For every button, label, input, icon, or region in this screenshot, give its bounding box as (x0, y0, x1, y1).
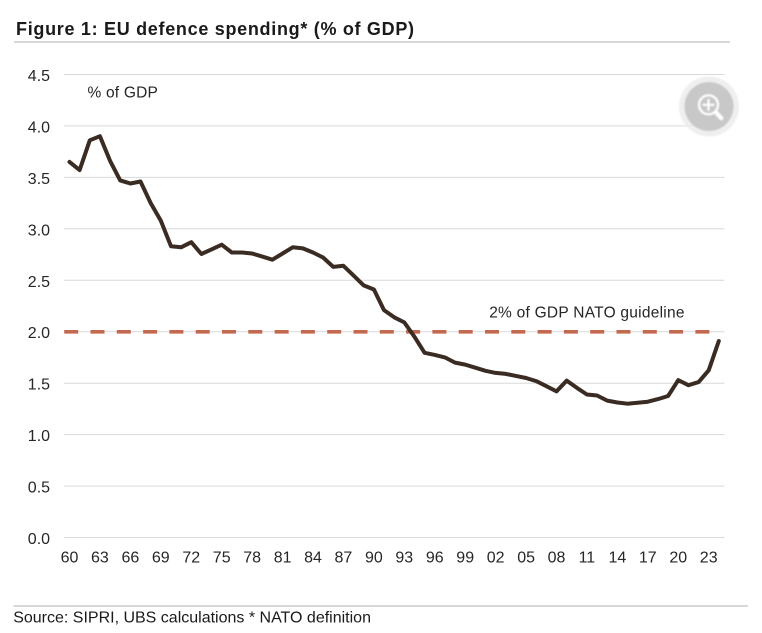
svg-text:0.0: 0.0 (28, 531, 50, 548)
svg-text:78: 78 (243, 550, 261, 567)
svg-text:% of GDP: % of GDP (88, 85, 159, 102)
svg-text:20: 20 (669, 550, 687, 567)
svg-text:4.5: 4.5 (28, 68, 50, 85)
svg-text:75: 75 (213, 550, 231, 567)
svg-text:90: 90 (365, 550, 383, 567)
svg-text:2.0: 2.0 (28, 325, 50, 342)
svg-text:1.0: 1.0 (28, 428, 50, 445)
svg-text:08: 08 (548, 550, 566, 567)
svg-text:11: 11 (579, 550, 596, 567)
svg-text:05: 05 (517, 550, 535, 567)
svg-text:93: 93 (395, 550, 413, 567)
svg-text:23: 23 (700, 550, 718, 567)
svg-text:60: 60 (61, 550, 79, 567)
svg-text:87: 87 (335, 550, 353, 567)
svg-text:66: 66 (122, 550, 140, 567)
svg-text:2% of GDP NATO guideline: 2% of GDP NATO guideline (489, 304, 685, 321)
svg-text:0.5: 0.5 (28, 480, 50, 497)
svg-text:17: 17 (639, 550, 657, 567)
svg-text:Figure 1: EU defence spending*: Figure 1: EU defence spending* (% of GDP… (16, 19, 415, 39)
svg-text:Source: SIPRI, UBS calculation: Source: SIPRI, UBS calculations * NATO d… (13, 610, 371, 627)
svg-text:63: 63 (91, 550, 109, 567)
svg-text:14: 14 (609, 550, 627, 567)
svg-text:3.0: 3.0 (28, 222, 50, 239)
svg-text:4.0: 4.0 (28, 119, 50, 136)
svg-text:96: 96 (426, 550, 444, 567)
svg-text:2.5: 2.5 (28, 274, 50, 291)
svg-text:3.5: 3.5 (28, 171, 50, 188)
svg-text:1.5: 1.5 (28, 377, 50, 394)
svg-text:99: 99 (456, 550, 474, 567)
svg-text:84: 84 (304, 550, 322, 567)
svg-text:81: 81 (274, 550, 292, 567)
svg-text:69: 69 (152, 550, 170, 567)
svg-text:02: 02 (487, 550, 505, 567)
svg-text:72: 72 (182, 550, 200, 567)
